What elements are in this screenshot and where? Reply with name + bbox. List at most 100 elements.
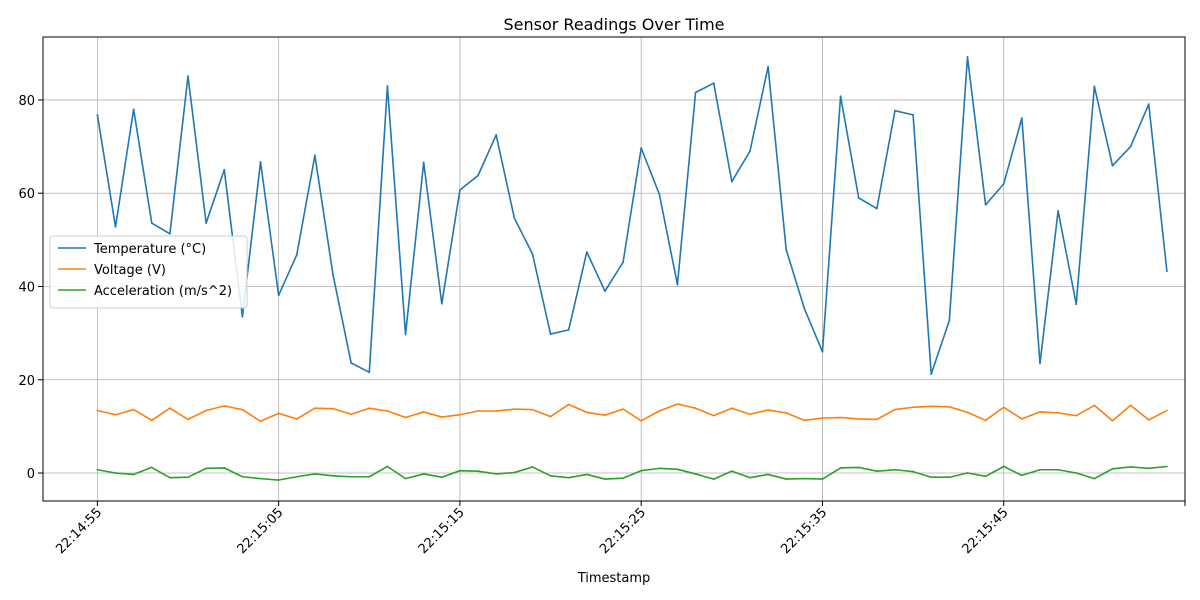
data-point [767, 473, 769, 476]
data-point [187, 75, 189, 78]
plot-frame [42, 36, 1186, 502]
legend: Temperature (°C) Voltage (V) Acceleration … [49, 235, 248, 309]
data-point [332, 474, 334, 477]
data-point [676, 468, 679, 471]
legend-label-2: Acceleration (m/s^2) [94, 284, 232, 299]
data-point [803, 477, 806, 480]
data-point [694, 91, 697, 94]
data-point [1147, 103, 1150, 106]
data-point [1002, 465, 1005, 468]
data-point [549, 474, 552, 477]
data-point [912, 406, 914, 409]
data-point [1111, 164, 1114, 167]
data-point [1057, 468, 1060, 471]
data-point [821, 350, 824, 353]
data-point [785, 478, 788, 480]
data-point [857, 418, 860, 420]
data-point [513, 471, 516, 474]
data-point [676, 283, 679, 286]
legend-label-0: Temperature (°C) [93, 242, 206, 257]
data-point [604, 414, 606, 417]
data-point [894, 109, 896, 112]
data-point [730, 407, 733, 410]
data-point [96, 409, 99, 412]
data-point [839, 416, 842, 419]
data-point [912, 470, 914, 473]
legend-box [49, 235, 248, 309]
data-point [585, 251, 588, 253]
data-point [368, 475, 371, 478]
data-point [259, 477, 262, 480]
data-point [368, 407, 371, 410]
data-point [1093, 85, 1096, 88]
data-point [205, 467, 208, 470]
data-point [1093, 404, 1096, 407]
data-point [1039, 411, 1041, 413]
data-point [495, 473, 498, 475]
data-point [1075, 414, 1078, 417]
data-point [314, 473, 316, 475]
data-point [368, 371, 371, 374]
data-point [640, 469, 643, 472]
data-point [277, 412, 280, 415]
data-point [350, 362, 353, 364]
series-line-1 [97, 403, 1168, 423]
data-point [1147, 467, 1150, 470]
data-point [857, 196, 860, 199]
data-point [857, 466, 860, 469]
data-point [187, 476, 189, 479]
data-point [948, 476, 951, 479]
data-point [259, 420, 262, 423]
data-point [549, 333, 552, 335]
data-point [404, 416, 407, 419]
data-point [749, 476, 751, 479]
data-point [930, 373, 933, 376]
data-point [150, 466, 153, 469]
data-point [604, 478, 606, 480]
data-point [1075, 472, 1078, 474]
data-point [767, 65, 769, 68]
data-point [350, 413, 353, 416]
data-point [894, 468, 896, 471]
data-point [168, 232, 171, 235]
data-point [187, 418, 189, 421]
data-point [875, 418, 878, 421]
data-point [966, 56, 969, 58]
data-point [1020, 474, 1023, 477]
data-point [1020, 418, 1023, 420]
data-point [132, 473, 135, 476]
data-point [495, 134, 498, 136]
data-point [984, 203, 987, 206]
y-tick-label: 80 [18, 94, 35, 109]
data-point [622, 477, 624, 480]
data-point [585, 411, 588, 414]
data-point [150, 419, 153, 422]
data-point [1075, 303, 1078, 306]
legend-label-1: Voltage (V) [94, 263, 166, 278]
data-point [749, 413, 751, 416]
data-point [966, 472, 969, 474]
data-point [1147, 418, 1150, 421]
data-point [821, 417, 824, 419]
data-point [712, 478, 715, 480]
data-point [1057, 411, 1060, 414]
data-point [332, 273, 334, 276]
data-point [295, 418, 298, 420]
data-point [1111, 419, 1114, 422]
data-point [531, 252, 534, 255]
data-point [440, 416, 443, 418]
data-point [314, 407, 316, 410]
chart-title: Sensor Readings Over Time [503, 15, 724, 34]
data-point [477, 410, 479, 412]
data-point [205, 409, 208, 412]
data-point [386, 465, 389, 468]
data-point [132, 408, 135, 411]
data-point [168, 407, 171, 410]
data-point [1165, 465, 1168, 468]
y-tick-label: 20 [18, 374, 35, 389]
data-point [567, 476, 570, 479]
data-point [567, 328, 570, 331]
data-point [459, 413, 461, 416]
data-point [676, 403, 679, 405]
data-point [1111, 467, 1114, 470]
